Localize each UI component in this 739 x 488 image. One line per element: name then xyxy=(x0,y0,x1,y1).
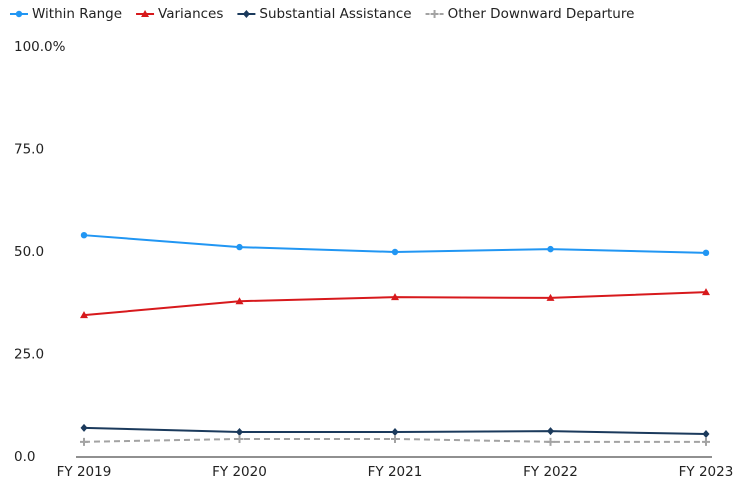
marker xyxy=(702,249,710,257)
marker xyxy=(391,293,399,301)
marker xyxy=(15,10,23,18)
marker xyxy=(80,311,88,319)
marker xyxy=(547,427,554,436)
x-tick-label: FY 2021 xyxy=(368,464,423,480)
marker xyxy=(141,10,150,17)
x-tick-label: FY 2022 xyxy=(523,464,578,480)
y-tick-label: 25.0 xyxy=(14,347,44,363)
legend-item: Substantial Assistance xyxy=(237,6,412,22)
legend-label: Variances xyxy=(158,6,223,22)
legend-item: Other Downward Departure xyxy=(425,6,635,22)
x-tick-label: FY 2019 xyxy=(57,464,112,480)
marker xyxy=(391,248,399,256)
marker xyxy=(80,437,88,446)
marker xyxy=(80,231,88,239)
marker xyxy=(391,434,399,443)
marker xyxy=(546,293,555,301)
marker xyxy=(235,297,244,305)
x-tick-label: FY 2020 xyxy=(212,464,267,480)
marker xyxy=(80,423,88,432)
y-tick-label: 0.0 xyxy=(14,449,35,465)
legend-label: Substantial Assistance xyxy=(259,6,411,22)
legend-label: Within Range xyxy=(32,6,122,22)
marker xyxy=(236,427,243,436)
legend-item: Variances xyxy=(136,6,223,22)
marker xyxy=(235,434,244,443)
marker xyxy=(547,245,554,253)
marker xyxy=(236,243,243,251)
marker xyxy=(391,427,399,436)
y-tick-label: 75.0 xyxy=(14,142,44,158)
marker xyxy=(546,437,555,446)
legend-label: Other Downward Departure xyxy=(448,6,635,22)
marker xyxy=(702,430,710,439)
marker xyxy=(702,288,710,296)
legend-item: Within Range xyxy=(10,6,122,22)
x-tick-label: FY 2023 xyxy=(679,464,734,480)
y-tick-label: 100.0% xyxy=(14,39,66,55)
marker xyxy=(430,10,439,18)
marker xyxy=(702,437,710,446)
marker xyxy=(242,10,250,18)
y-tick-label: 50.0 xyxy=(14,244,44,260)
